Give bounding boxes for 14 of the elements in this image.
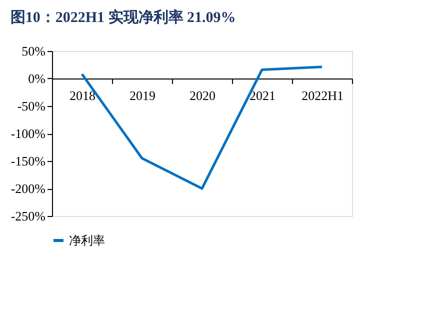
y-tick-label: 0% <box>28 71 46 86</box>
x-tick-label: 2018 <box>70 88 96 103</box>
x-tick-label: 2020 <box>190 88 216 103</box>
y-tick-label: -50% <box>17 98 46 114</box>
chart-title: 图10：2022H1 实现净利率 21.09% <box>10 8 236 26</box>
legend-label: 净利率 <box>69 234 105 248</box>
y-tick-label: -100% <box>10 126 46 141</box>
y-tick-label: 50% <box>22 44 46 58</box>
y-tick-label: -200% <box>10 181 46 196</box>
x-tick-label: 2019 <box>130 88 156 103</box>
y-tick-label: -250% <box>10 208 46 224</box>
x-tick-label: 2021 <box>250 88 276 103</box>
x-tick-label: 2022H1 <box>302 88 344 103</box>
y-tick-label: -150% <box>10 154 46 168</box>
